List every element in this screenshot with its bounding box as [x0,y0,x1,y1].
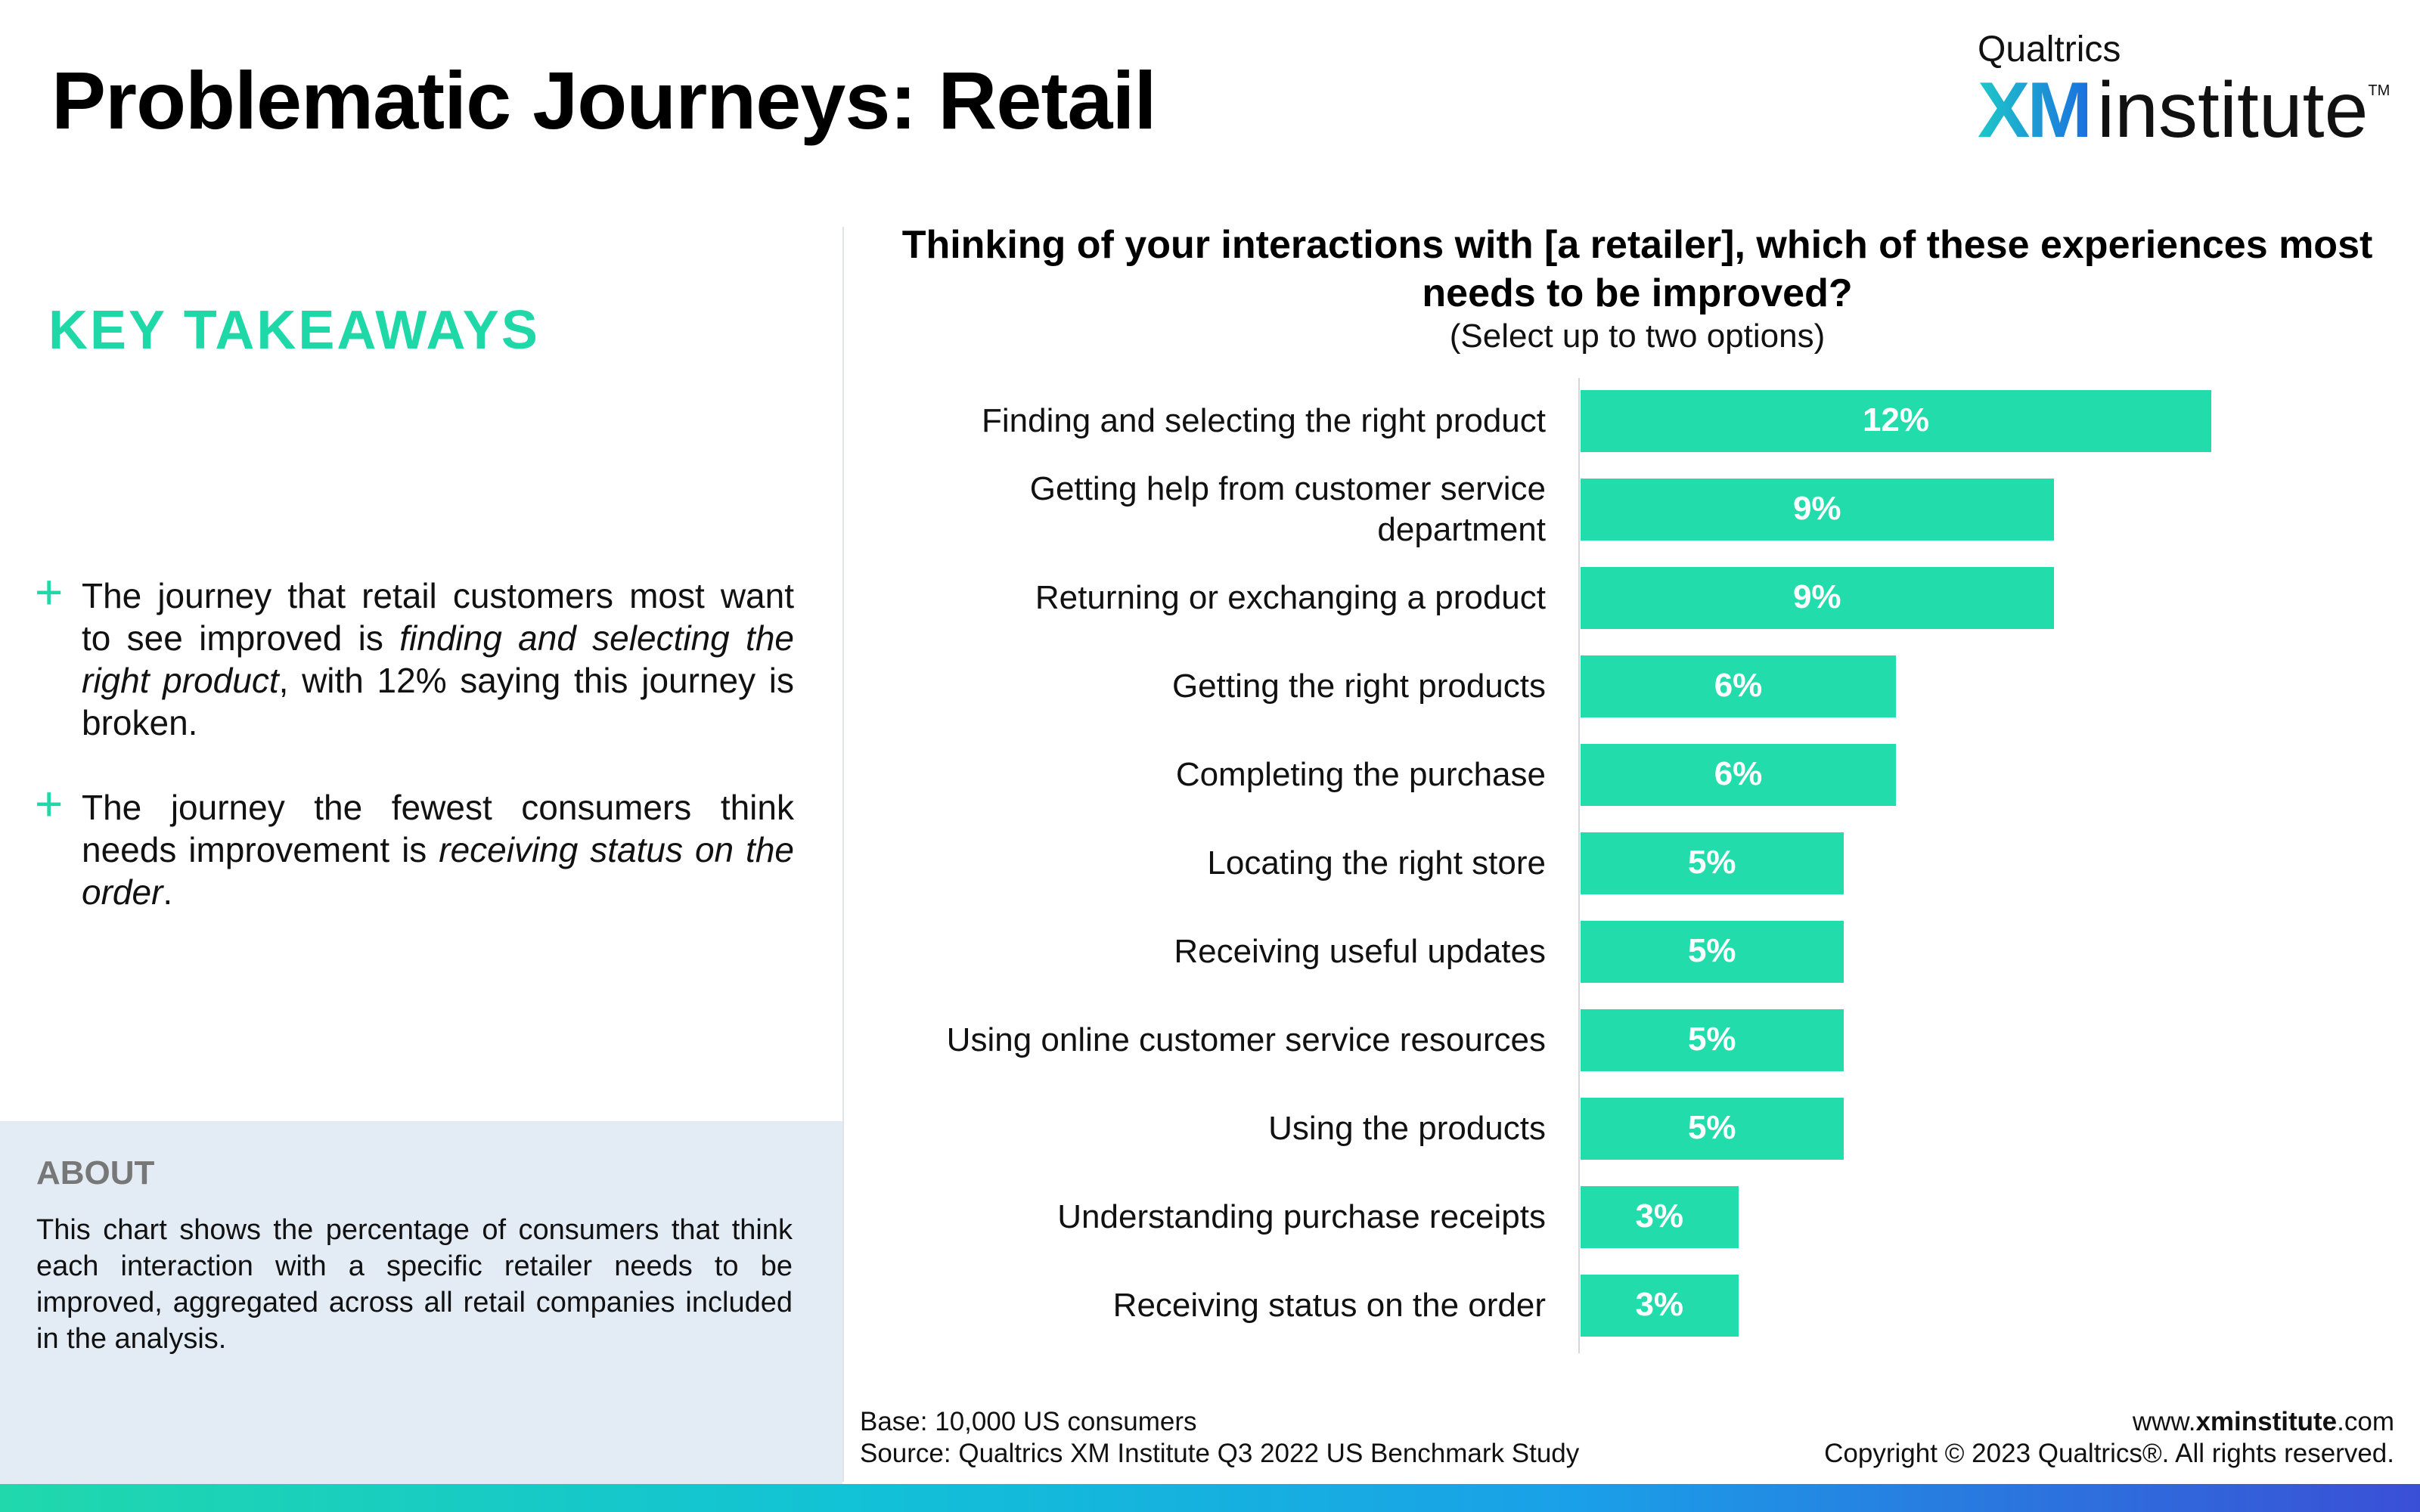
bar-value-label: 5% [1687,932,1736,969]
bar [1581,1275,1739,1337]
bar-value-label: 9% [1792,490,1841,527]
category-label: Receiving useful updates [1174,933,1546,970]
category-label: Using the products [1268,1110,1546,1147]
key-takeaways-heading: KEY TAKEAWAYS [48,300,540,361]
bar [1581,655,1896,717]
bar-value-label: 3% [1635,1198,1684,1235]
logo-institute-text: institute [2097,67,2369,154]
takeaway-text-part: . [163,872,173,912]
category-label: Completing the purchase [1175,756,1546,793]
chart-axis-line [1578,378,1580,1353]
bar [1581,1098,1844,1160]
copyright-text: Copyright © 2023 Qualtrics®. All rights … [1824,1439,2394,1468]
plus-icon: + [35,565,64,619]
logo-qualtrics-text: Qualtrics [1978,29,2121,70]
source-note: Source: Qualtrics XM Institute Q3 2022 U… [860,1439,1580,1468]
page-title: Problematic Journeys: Retail [51,54,1156,146]
url-suffix: .com [2337,1407,2394,1436]
bar-value-label: 5% [1687,1109,1736,1146]
category-label: Using online customer service resources [946,1021,1546,1058]
takeaways-list: + The journey that retail customers most… [35,565,794,956]
bar [1581,1186,1739,1248]
about-body: This chart shows the percentage of consu… [36,1214,793,1355]
bar-value-label: 6% [1714,667,1763,704]
bar-value-label: 3% [1635,1286,1684,1323]
website-link[interactable]: www.xminstitute.com [1824,1406,2394,1438]
plus-icon: + [35,776,64,831]
takeaway-emphasis: finding and selecting the right product [82,618,795,700]
bar [1581,921,1844,983]
bar-value-label: 9% [1792,578,1841,615]
url-domain: xminstitute [2195,1407,2338,1436]
category-label: Locating the right store [1207,844,1546,881]
takeaway-text-part: , with 12% saying this journey is broken… [82,661,794,742]
bar-value-label: 12% [1862,401,1930,438]
category-label: Returning or exchanging a product [1035,579,1546,616]
bar [1581,567,2054,629]
takeaway-emphasis: receiving status on the order [82,830,794,912]
category-label: Understanding purchase receipts [1057,1198,1546,1235]
bar [1581,744,1896,806]
url-prefix: www. [2132,1407,2196,1436]
bar-value-label: 5% [1687,1021,1736,1058]
chart-subtitle: (Select up to two options) [1449,318,1826,355]
bar [1581,832,1844,894]
bottom-gradient-band [0,1484,2420,1512]
category-label: Getting help from customer service depar… [1029,470,1546,548]
bar-value-label: 5% [1687,844,1736,881]
about-title: ABOUT [36,1154,155,1191]
takeaway-text-part: The journey that retail customers most w… [82,576,794,658]
takeaway-text-part: The journey the fewest consumers think n… [82,788,794,869]
logo-trademark: TM [2368,82,2391,99]
bar [1581,479,2054,541]
category-label: Finding and selecting the right product [981,402,1546,439]
footer-right: www.xminstitute.com Copyright © 2023 Qua… [1824,1406,2394,1470]
takeaway-item: + The journey the fewest consumers think… [35,776,794,913]
about-panel: ABOUT This chart shows the percentage of… [0,1121,842,1484]
bar-value-label: 6% [1714,755,1763,792]
bar [1581,390,2211,452]
base-note: Base: 10,000 US consumers [860,1407,1197,1436]
takeaway-text: The journey the fewest consumers think n… [82,786,794,913]
footer-left: Base: 10,000 US consumers Source: Qualtr… [860,1406,1579,1470]
takeaway-item: + The journey that retail customers most… [35,565,794,744]
category-label: Getting the right products [1171,668,1546,705]
takeaway-text: The journey that retail customers most w… [82,575,794,744]
bar [1581,1009,1844,1071]
chart-title: Thinking of your interactions with [a re… [901,223,2373,315]
column-divider [842,227,844,1482]
xm-institute-logo: Qualtrics XMinstituteTM [1978,29,2390,156]
logo-xm-text: XM [1978,67,2093,154]
category-label: Receiving status on the order [1112,1287,1546,1324]
